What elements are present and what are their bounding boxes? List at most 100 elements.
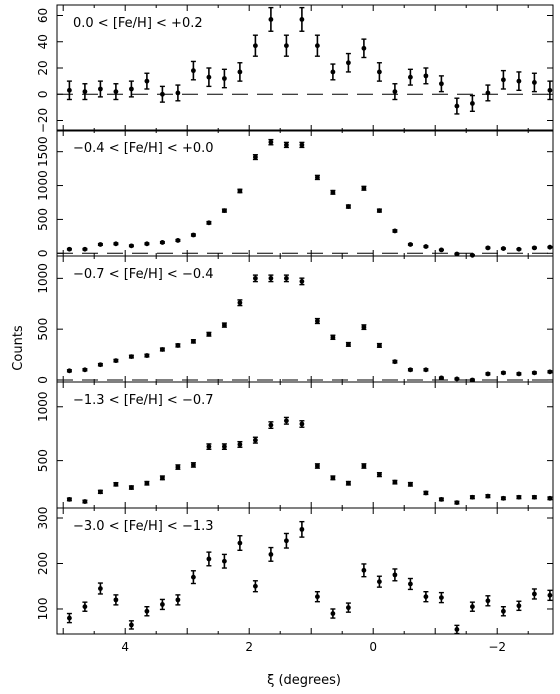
data-point [547, 369, 553, 375]
data-point [501, 495, 506, 501]
data-point [82, 367, 88, 373]
data-point [268, 422, 274, 428]
data-point [392, 479, 398, 485]
data-point [144, 241, 150, 247]
data-point [175, 238, 181, 243]
data-point [160, 240, 165, 245]
y-axis-title: Counts [11, 325, 26, 371]
data-point [284, 142, 289, 148]
data-point [439, 496, 444, 502]
data-point [144, 608, 150, 614]
data-point [268, 139, 274, 145]
data-point [82, 246, 88, 252]
panel-1: −20 0 20 40 60 0.0 < [Fe/H] < +0.2 [36, 4, 554, 133]
data-point [516, 494, 522, 500]
data-point [237, 300, 243, 306]
data-point [299, 526, 305, 532]
data-point [113, 358, 119, 364]
data-point [315, 175, 320, 180]
data-point [377, 472, 382, 478]
data-point [470, 101, 475, 106]
data-point [160, 602, 165, 607]
data-point [346, 480, 351, 486]
data-point [67, 615, 72, 621]
data-point [547, 495, 553, 501]
data-point [485, 90, 491, 96]
data-point [377, 343, 382, 348]
data-point [160, 91, 165, 97]
y-tick-label: 500 [36, 208, 50, 231]
data-point [361, 324, 367, 330]
data-point [392, 572, 398, 578]
data-point [532, 494, 537, 500]
data-point [330, 189, 336, 195]
data-point [439, 81, 444, 87]
data-point [423, 490, 429, 496]
panel-4: 500 1000 −1.3 < [Fe/H] < −0.7 [36, 381, 554, 509]
data-point [253, 275, 258, 281]
data-point [423, 244, 429, 249]
data-point [361, 185, 367, 191]
y-tick-label: 200 [36, 552, 50, 575]
data-point [129, 485, 134, 490]
data-point [206, 74, 212, 80]
data-point [423, 594, 429, 600]
data-point [408, 74, 413, 80]
data-point [299, 17, 305, 22]
data-point [299, 279, 305, 284]
data-point [516, 78, 522, 84]
data-point [284, 418, 289, 424]
panel-5: 100 200 300 −3.0 < [Fe/H] < −1.3 [36, 507, 554, 635]
data-point [439, 375, 444, 381]
data-point [98, 86, 103, 92]
data-point [191, 338, 196, 344]
data-point [129, 622, 134, 628]
data-point [516, 603, 522, 609]
data-point [454, 103, 460, 109]
data-point [377, 69, 382, 75]
data-point [346, 60, 351, 66]
data-point [346, 605, 351, 611]
data-point [175, 464, 181, 470]
y-tick-label: 1000 [36, 263, 50, 294]
data-point [485, 598, 491, 604]
data-point [470, 377, 475, 383]
x-tick-label: −2 [488, 640, 506, 654]
data-point [129, 243, 134, 249]
data-point [439, 247, 444, 253]
data-point [516, 371, 522, 377]
data-point [330, 334, 336, 340]
panel-label: −0.4 < [Fe/H] < +0.0 [73, 141, 214, 156]
data-point [144, 78, 150, 84]
data-point [67, 246, 72, 252]
data-point [315, 463, 320, 469]
data-point [532, 245, 537, 251]
data-point [206, 444, 212, 450]
data-point [299, 421, 305, 427]
y-tick-label: 300 [36, 507, 50, 530]
data-point [284, 275, 289, 281]
y-tick-label: 0 [36, 249, 50, 257]
data-point [175, 343, 181, 348]
y-tick-label: 20 [36, 60, 50, 75]
data-point [175, 90, 181, 96]
data-point [237, 442, 243, 447]
data-point [222, 322, 227, 328]
data-point [253, 437, 258, 443]
data-point [237, 540, 243, 546]
data-point [470, 604, 475, 610]
data-point [454, 627, 460, 632]
data-point [377, 208, 382, 214]
data-point [408, 581, 413, 587]
data-point [82, 499, 88, 504]
data-point [532, 591, 537, 597]
data-point [532, 80, 537, 85]
data-point [67, 368, 72, 374]
data-point [516, 246, 522, 252]
data-point [501, 77, 506, 83]
data-point [268, 17, 274, 22]
data-point [222, 76, 227, 81]
data-point [361, 567, 367, 573]
data-point [268, 275, 274, 281]
